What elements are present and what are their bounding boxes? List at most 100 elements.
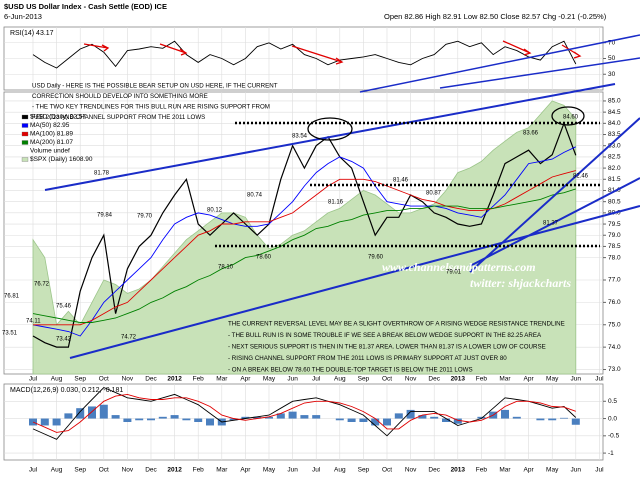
x-tick-label: Sep bbox=[74, 376, 86, 383]
x-tick-label: May bbox=[263, 376, 276, 383]
note-line: CORRECTION SHOULD DEVELOP INTO SOMETHING… bbox=[32, 93, 208, 100]
legend-entry: $SPX (Daily) 1608.90 bbox=[30, 156, 93, 163]
legend-entry: MA(200) 81.07 bbox=[30, 139, 73, 146]
histogram-bar bbox=[64, 413, 73, 419]
x-tick-label: Feb bbox=[193, 376, 205, 383]
moving-average bbox=[32, 146, 576, 337]
x-tick-label: Jul bbox=[29, 376, 38, 383]
legend-entry: $USD (Daily) 82.57 bbox=[30, 114, 86, 121]
x-tick-label: Jul bbox=[595, 467, 604, 474]
histogram-bar bbox=[394, 413, 403, 419]
histogram-bar bbox=[418, 415, 427, 419]
price-label: 81.16 bbox=[328, 200, 344, 206]
price-label: 73.42 bbox=[56, 337, 72, 343]
x-tick-label: Sep bbox=[358, 467, 370, 474]
y-tick-label: 84.5 bbox=[608, 109, 621, 116]
price-label: 75.46 bbox=[56, 304, 72, 310]
histogram-bar bbox=[99, 404, 108, 419]
top-circle bbox=[307, 117, 353, 141]
note-line: - THE BULL RUN IS IN SOME TROUBLE IF WE … bbox=[228, 332, 542, 339]
y-tick-label: 0.5 bbox=[608, 398, 617, 405]
histogram-bar bbox=[536, 418, 545, 421]
x-tick-label: Aug bbox=[334, 467, 346, 474]
area bbox=[32, 100, 577, 375]
panel-title: MACD(12,26,9) 0.030, 0.212, -0.181 bbox=[10, 387, 123, 394]
x-tick-label: Feb bbox=[193, 467, 205, 474]
x-tick-label: Aug bbox=[334, 376, 346, 383]
histogram-bar bbox=[406, 409, 415, 419]
legend-entry: MA(100) 81.89 bbox=[30, 131, 73, 138]
x-tick-label: Mar bbox=[216, 467, 228, 474]
legend-swatch bbox=[21, 140, 29, 145]
histogram-bar bbox=[430, 416, 439, 419]
line bbox=[32, 393, 576, 433]
histogram-bar bbox=[312, 415, 321, 419]
y-tick-label: 80.5 bbox=[608, 198, 621, 205]
histogram-bar bbox=[40, 418, 49, 426]
histogram-bar bbox=[560, 417, 568, 419]
x-tick-label: Apr bbox=[524, 467, 535, 474]
y-tick-label: 82.5 bbox=[608, 154, 621, 161]
x-tick-label: Nov bbox=[122, 376, 134, 383]
histogram-bar bbox=[123, 418, 132, 422]
price-label: 81.78 bbox=[94, 171, 110, 177]
histogram-bar bbox=[335, 418, 344, 421]
x-tick-label: May bbox=[546, 376, 559, 383]
top-circle bbox=[551, 106, 585, 126]
x-tick-label: Sep bbox=[74, 467, 86, 474]
histogram-bar bbox=[512, 416, 521, 419]
x-tick-label: 2013 bbox=[451, 376, 466, 383]
y-tick-label: 85.0 bbox=[608, 98, 621, 105]
legend-swatch bbox=[21, 114, 29, 120]
chart-date: 6-Jun-2013 bbox=[4, 12, 42, 21]
y-tick-label: 78.5 bbox=[608, 243, 621, 250]
annotations: USD Daily - HERE IS THE POSSIBLE BEAR SE… bbox=[2, 34, 640, 374]
histogram-bar bbox=[88, 406, 96, 419]
note-line: FEB 2013 AND CHANNEL SUPPORT FROM THE 20… bbox=[32, 114, 205, 121]
x-tick-label: Apr bbox=[240, 467, 251, 474]
panel-title: RSI(14) 43.17 bbox=[10, 30, 54, 37]
y-tick-label: 79.5 bbox=[608, 221, 621, 228]
price-label: 83.66 bbox=[523, 131, 539, 137]
price-label: 74.11 bbox=[26, 319, 41, 325]
watermark: twitter: shjackcharts bbox=[470, 276, 571, 290]
y-tick-label: 73.0 bbox=[608, 366, 621, 373]
price-label: 83.54 bbox=[292, 134, 308, 140]
price-label: 79.60 bbox=[368, 255, 384, 261]
histogram-bar bbox=[383, 418, 391, 426]
x-tick-label: Dec bbox=[145, 467, 157, 474]
histogram-bar bbox=[170, 415, 179, 419]
price-label: 80.87 bbox=[426, 191, 442, 197]
y-tick-label: 50 bbox=[608, 55, 616, 62]
y-tick-label: 77.0 bbox=[608, 277, 621, 284]
watermark: www.channelsandpatterns.com bbox=[382, 260, 536, 274]
y-tick-label: 0.0 bbox=[608, 415, 617, 422]
price-label: 84.60 bbox=[563, 115, 579, 121]
x-tick-label: Jun bbox=[287, 376, 298, 383]
plot-layers: 30 50 70 RSI(14) 43.17 73.0 74.0 75.0 76.0 77.0 7… bbox=[3, 26, 621, 474]
x-tick-label: Apr bbox=[524, 376, 535, 383]
y-tick-label: -0.5 bbox=[608, 433, 620, 440]
x-tick-label: May bbox=[546, 467, 559, 474]
x-tick-label: Oct bbox=[382, 376, 392, 383]
y-tick-label: -1 bbox=[608, 450, 614, 457]
histogram-bar bbox=[288, 411, 297, 419]
histogram-bar bbox=[111, 415, 120, 419]
x-tick-label: 2013 bbox=[451, 467, 466, 474]
rsi-arrows bbox=[83, 40, 582, 65]
note-line: - NEXT SERIOUS SUPPORT IS THEN IN THE 81… bbox=[228, 344, 546, 351]
x-tick-label: Feb bbox=[476, 467, 488, 474]
y-tick-label: 81.5 bbox=[608, 176, 621, 183]
histogram-bar bbox=[253, 416, 262, 419]
histogram-bar bbox=[501, 409, 509, 419]
chart-title: $USD US Dollar Index - Cash Settle (EOD)… bbox=[4, 2, 167, 11]
y-tick-label: 76.0 bbox=[608, 299, 621, 306]
x-tick-label: Jul bbox=[312, 467, 321, 474]
x-tick-label: 2012 bbox=[167, 467, 182, 474]
x-tick-label: Nov bbox=[405, 467, 417, 474]
histogram-bar bbox=[276, 413, 285, 419]
histogram-bar bbox=[194, 418, 203, 422]
x-tick-label: Nov bbox=[405, 376, 417, 383]
x-tick-label: Oct bbox=[99, 467, 109, 474]
